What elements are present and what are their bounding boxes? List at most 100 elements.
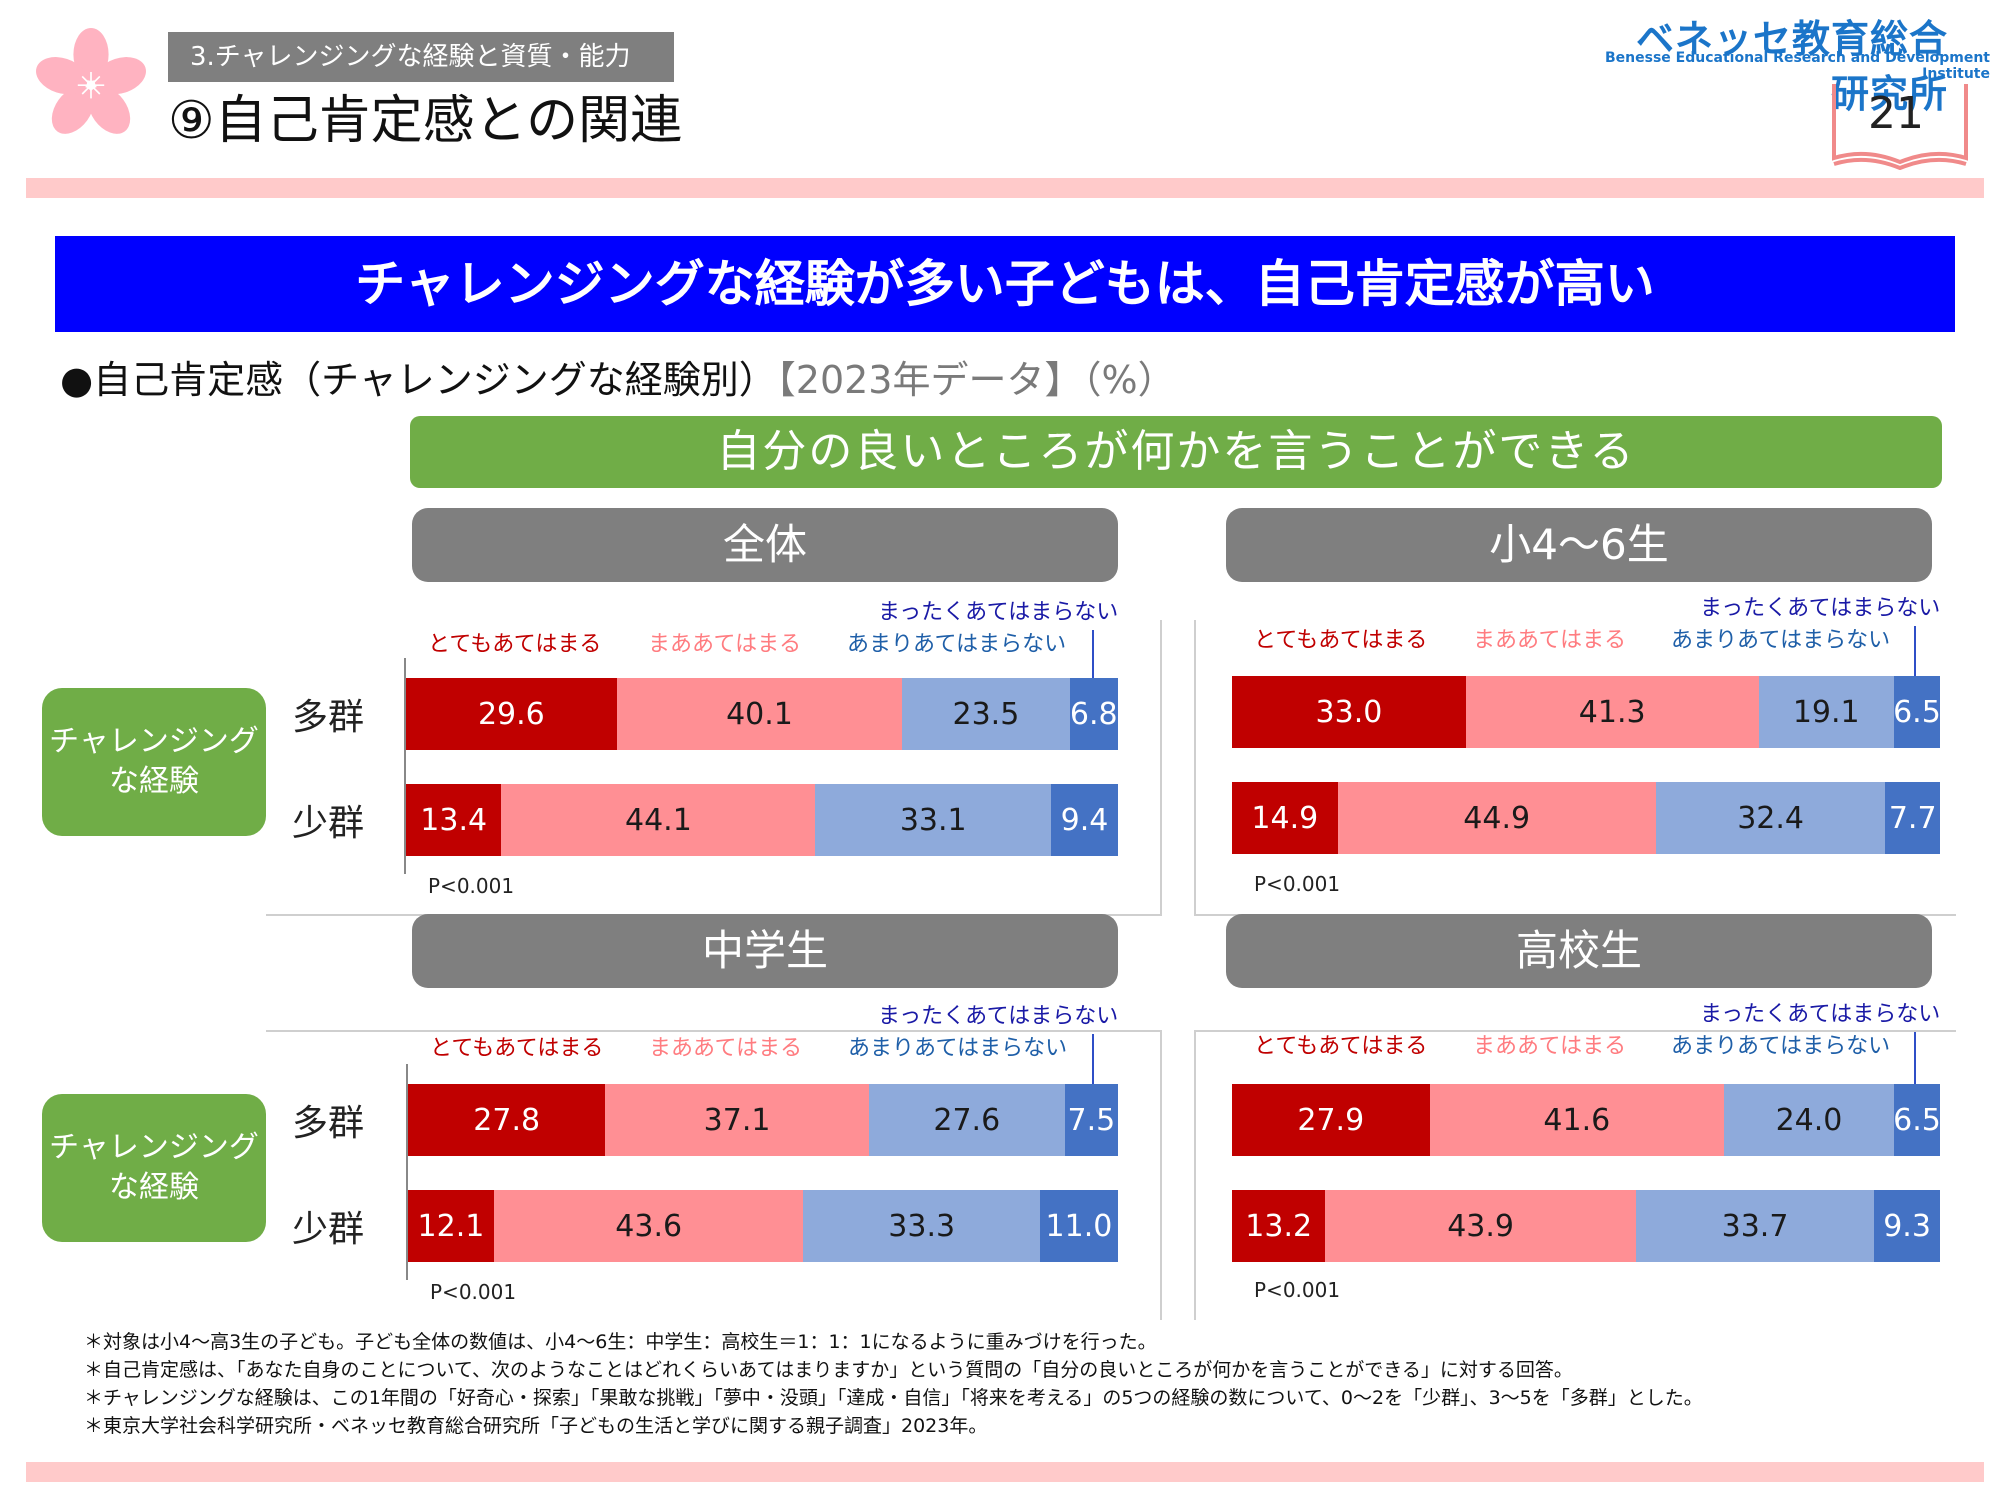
data-label: 44.1: [625, 802, 692, 838]
bar-segment: 29.6: [406, 678, 617, 750]
bar-segment: 33.0: [1232, 676, 1466, 748]
subheading-text: ●自己肯定感（チャレンジングな経験別）: [60, 358, 777, 402]
bar-segment: 9.3: [1874, 1190, 1940, 1262]
data-label: 27.8: [473, 1102, 541, 1138]
category-label: まったくあてはまらない: [1700, 1002, 1941, 1027]
row-label: 多群: [292, 1103, 365, 1144]
stacked-bar-row: 14.9 44.9 32.4 7.7: [1232, 782, 1940, 854]
bar-segment: 33.7: [1635, 1190, 1875, 1262]
bar-segment: 6.5: [1893, 1084, 1940, 1156]
data-label: 24.0: [1775, 1102, 1843, 1138]
bar-segment: 44.9: [1337, 782, 1656, 854]
data-label: 13.4: [420, 802, 488, 838]
bar-segment: 27.6: [868, 1084, 1065, 1156]
panel-title: 小4～6生: [1226, 508, 1932, 582]
bar-segment: 43.6: [493, 1190, 804, 1262]
p-value-note: P<0.001: [1254, 1278, 1341, 1302]
axis-line: [406, 1064, 408, 1280]
stacked-bar-row: 27.9 41.6 24.0 6.5: [1232, 1084, 1940, 1156]
headline-banner: チャレンジングな経験が多い子どもは、自己肯定感が高い: [55, 236, 1955, 332]
bar-segment: 27.9: [1232, 1084, 1430, 1156]
data-label: 12.1: [417, 1208, 485, 1244]
panel-separator: [1160, 620, 1162, 914]
data-label: 41.6: [1543, 1102, 1611, 1138]
data-label: 33.0: [1315, 694, 1383, 730]
panel-separator: [266, 1030, 1162, 1032]
bar-segment: 41.3: [1465, 676, 1759, 748]
footnote: ＊チャレンジングな経験は、この1年間の「好奇心・探索」「果敢な挑戦」「夢中・没頭…: [84, 1387, 1703, 1409]
p-value-note: P<0.001: [1254, 872, 1341, 896]
bar-segment: 19.1: [1758, 676, 1894, 748]
category-label: まああてはまる: [648, 632, 802, 657]
bar-segment: 13.2: [1232, 1190, 1326, 1262]
subheading-note: 【2023年データ】（%）: [776, 358, 1176, 402]
data-label: 43.6: [615, 1208, 683, 1244]
bar-segment: 13.4: [406, 784, 502, 856]
group-box-bottom: チャレンジングな経験: [42, 1094, 266, 1242]
row-label: 少群: [292, 803, 365, 844]
sakura-flower-icon: [36, 28, 146, 134]
data-label: 27.9: [1297, 1102, 1365, 1138]
data-label: 19.1: [1792, 694, 1860, 730]
category-label: あまりあてはまらない: [1671, 628, 1891, 653]
category-label: あまりあてはまらない: [847, 632, 1067, 657]
category-label: まああてはまる: [649, 1036, 803, 1061]
category-label: まったくあてはまらない: [1700, 596, 1941, 621]
group-box-top: チャレンジングな経験: [42, 688, 266, 836]
bar-segment: 14.9: [1232, 782, 1338, 854]
org-logo-jp: ベネッセ教育総合研究所: [1635, 17, 1948, 116]
data-label: 33.1: [899, 802, 967, 838]
stacked-bar-row: 29.6 40.1 23.5 6.8: [406, 678, 1118, 750]
bar-segment: 44.1: [501, 784, 816, 856]
section-label: 3.チャレンジングな経験と資質・能力: [168, 32, 674, 82]
category-label: あまりあてはまらない: [1671, 1034, 1891, 1059]
data-label: 9.4: [1060, 802, 1109, 838]
top-divider-bar: [26, 178, 1984, 198]
panel-separator: [1160, 1030, 1162, 1320]
data-label: 41.3: [1578, 694, 1646, 730]
footnote: ＊自己肯定感は、「あなた自身のことについて、次のようなことはどれくらいあてはまり…: [84, 1359, 1573, 1381]
p-value-note: P<0.001: [430, 1280, 517, 1304]
bar-segment: 40.1: [616, 678, 903, 750]
data-label: 11.0: [1045, 1208, 1113, 1244]
question-banner: 自分の良いところが何かを言うことができる: [410, 416, 1942, 488]
category-label: まったくあてはまらない: [878, 1004, 1119, 1029]
axis-line: [404, 658, 406, 874]
data-label: 6.5: [1893, 694, 1940, 730]
footnotes: ＊対象は小4～高3生の子ども。子ども全体の数値は、小4～6生：中学生：高校生＝1…: [84, 1328, 1703, 1440]
panel-separator: [1194, 620, 1196, 914]
data-label: 33.3: [888, 1208, 956, 1244]
data-label: 7.5: [1067, 1102, 1116, 1138]
bar-segment: 32.4: [1655, 782, 1886, 854]
data-label: 14.9: [1251, 800, 1319, 836]
category-label: とてもあてはまる: [430, 1036, 604, 1061]
bar-segment: 24.0: [1724, 1084, 1894, 1156]
leader-line: [1092, 630, 1094, 684]
bar-segment: 33.3: [803, 1190, 1040, 1262]
bottom-divider-bar: [26, 1462, 1984, 1482]
footnote: ＊対象は小4～高3生の子ども。子ども全体の数値は、小4～6生：中学生：高校生＝1…: [84, 1331, 1157, 1353]
data-label: 13.2: [1245, 1208, 1313, 1244]
leader-line: [1092, 1034, 1094, 1088]
data-label: 43.9: [1447, 1208, 1514, 1244]
leader-line: [1914, 1032, 1916, 1086]
panel-separator: [1194, 1030, 1956, 1032]
data-label: 6.8: [1069, 696, 1118, 732]
bar-segment: 9.4: [1051, 784, 1118, 856]
bar-segment: 37.1: [605, 1084, 869, 1156]
data-label: 44.9: [1463, 800, 1531, 836]
category-label: まああてはまる: [1473, 628, 1627, 653]
chart-subheading: ●自己肯定感（チャレンジングな経験別）【2023年データ】（%）: [60, 354, 1176, 406]
data-label: 33.7: [1721, 1208, 1789, 1244]
stacked-bar-row: 27.8 37.1 27.6 7.5: [408, 1084, 1118, 1156]
panel-title: 高校生: [1226, 914, 1932, 988]
category-label: まったくあてはまらない: [878, 600, 1119, 625]
data-label: 9.3: [1883, 1208, 1931, 1244]
row-label: 少群: [292, 1209, 365, 1250]
footnote: ＊東京大学社会科学研究所・ベネッセ教育総合研究所「子どもの生活と学びに関する親子…: [84, 1415, 988, 1437]
bar-segment: 6.5: [1893, 676, 1940, 748]
category-label: あまりあてはまらない: [848, 1036, 1068, 1061]
data-label: 23.5: [952, 696, 1020, 732]
data-label: 37.1: [703, 1102, 771, 1138]
category-label: とてもあてはまる: [428, 632, 602, 657]
